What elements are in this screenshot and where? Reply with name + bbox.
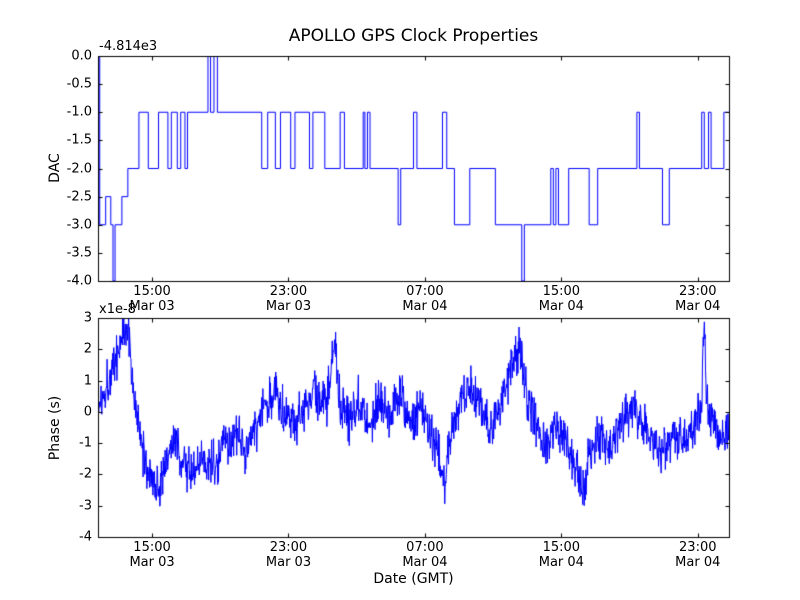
ytick-label: -4.0 <box>66 273 92 289</box>
ytick-label: -0.5 <box>66 76 92 92</box>
ytick-label: -3.0 <box>66 217 92 233</box>
xtick-label: 15:00 Mar 04 <box>538 540 584 570</box>
ytick-label: -1.5 <box>66 132 92 148</box>
xtick-label: 15:00 Mar 03 <box>129 284 175 314</box>
ytick-label: -2.0 <box>66 161 92 176</box>
ytick-label: 3 <box>83 310 92 326</box>
ytick-label: -3.5 <box>66 245 92 261</box>
x-axis-label: Date (GMT) <box>373 571 454 587</box>
ytick-label: 0.0 <box>71 48 92 64</box>
xtick-label: 23:00 Mar 04 <box>675 284 721 314</box>
xtick-label: 23:00 Mar 03 <box>265 540 312 570</box>
xtick-label: 15:00 Mar 03 <box>129 540 175 570</box>
ytick-label: -1 <box>79 435 92 451</box>
xtick-label: 15:00 Mar 04 <box>538 284 584 314</box>
ytick-label: -4 <box>79 529 92 545</box>
xtick-label: 23:00 Mar 03 <box>265 284 312 314</box>
ytick-label: 1 <box>83 373 92 389</box>
ytick-label: 2 <box>83 341 92 357</box>
xtick-label: 23:00 Mar 04 <box>675 540 721 570</box>
phase-axis-scale-label: x1e-8 <box>99 302 136 317</box>
dac-axis-offset-label: -4.814e3 <box>99 39 158 54</box>
xtick-label: 07:00 Mar 04 <box>402 540 448 570</box>
ytick-label: -1.0 <box>66 104 92 120</box>
ytick-label: -2 <box>79 466 92 482</box>
ytick-label: -2.5 <box>66 189 92 205</box>
chart-title: APOLLO GPS Clock Properties <box>288 26 539 46</box>
ytick-label: -3 <box>79 498 92 514</box>
xtick-label: 07:00 Mar 04 <box>402 284 448 314</box>
ytick-label: 0 <box>83 404 92 420</box>
